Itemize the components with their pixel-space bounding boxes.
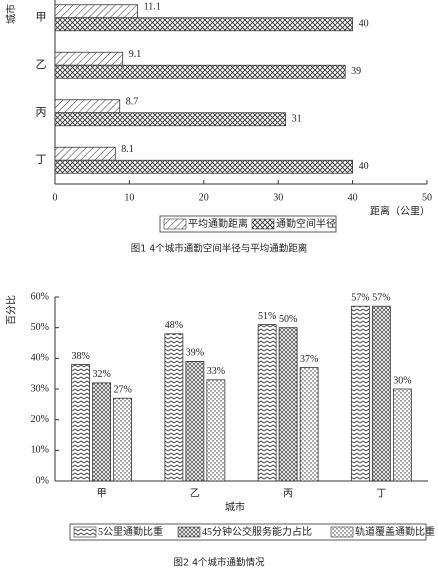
y-tick-label: 50% bbox=[31, 322, 49, 333]
legend-label: 通勤空间半径 bbox=[276, 217, 336, 230]
legend-swatch bbox=[163, 218, 187, 230]
bar bbox=[350, 305, 370, 482]
value-label: 8.7 bbox=[126, 97, 139, 108]
bar bbox=[257, 324, 277, 482]
x-tick-label: 丁 bbox=[376, 488, 386, 499]
value-label: 31 bbox=[292, 114, 302, 125]
x-tick-label: 20 bbox=[199, 192, 209, 203]
legend-swatch bbox=[251, 218, 275, 230]
bar bbox=[54, 64, 346, 79]
bar bbox=[371, 305, 391, 482]
x-tick-label: 甲 bbox=[97, 488, 107, 499]
x-tick-label: 50 bbox=[422, 192, 432, 203]
bar bbox=[54, 112, 287, 127]
x-tick-label: 10 bbox=[124, 192, 134, 203]
legend-swatch bbox=[330, 526, 354, 538]
x-tick-label: 丙 bbox=[283, 488, 293, 499]
x-tick-label: 30 bbox=[273, 192, 283, 203]
legend-label: 5公里通勤比重 bbox=[98, 525, 163, 538]
bar bbox=[299, 367, 319, 482]
value-label: 39% bbox=[186, 348, 204, 359]
y-axis-label: 城市 bbox=[4, 4, 17, 24]
value-label: 40 bbox=[359, 19, 369, 30]
bar bbox=[278, 327, 298, 482]
legend-label: 平均通勤距离 bbox=[188, 217, 248, 230]
bar bbox=[54, 99, 121, 114]
value-label: 11.1 bbox=[144, 2, 161, 13]
y-tick-label: 30% bbox=[31, 383, 49, 394]
legend-label: 轨道覆盖通勤比重 bbox=[355, 525, 435, 538]
bar bbox=[54, 4, 138, 19]
bar bbox=[54, 159, 354, 174]
value-label: 40 bbox=[359, 161, 369, 172]
caption: 图2 4个城市通勤情况 bbox=[173, 557, 265, 569]
value-label: 39 bbox=[351, 66, 361, 77]
y-tick-label: 40% bbox=[31, 353, 49, 364]
y-tick-label: 乙 bbox=[36, 58, 47, 71]
value-label: 48% bbox=[165, 320, 183, 331]
y-tick-label: 0% bbox=[36, 475, 49, 486]
value-label: 32% bbox=[92, 369, 110, 380]
bar bbox=[113, 397, 133, 482]
legend-label: 45分钟公交服务能力占比 bbox=[202, 525, 312, 538]
bar bbox=[164, 333, 184, 482]
y-tick-label: 丁 bbox=[36, 154, 47, 166]
caption: 图1 4个城市通勤空间半径与平均通勤距离 bbox=[131, 243, 308, 255]
value-label: 33% bbox=[207, 366, 225, 377]
value-label: 30% bbox=[393, 375, 411, 386]
x-tick-label: 乙 bbox=[190, 487, 200, 499]
y-tick-label: 丙 bbox=[36, 106, 47, 118]
bar bbox=[206, 379, 226, 482]
bar bbox=[92, 382, 112, 482]
x-tick-label: 40 bbox=[348, 192, 358, 203]
x-tick-label: 0 bbox=[53, 192, 58, 203]
x-axis-label: 距离（公里） bbox=[370, 204, 430, 217]
value-label: 37% bbox=[300, 354, 318, 365]
bar bbox=[54, 146, 116, 161]
value-label: 51% bbox=[258, 311, 276, 322]
x-axis-label: 城市 bbox=[225, 500, 245, 513]
bar bbox=[54, 51, 124, 66]
value-label: 8.1 bbox=[121, 144, 134, 155]
value-label: 57% bbox=[351, 292, 369, 303]
legend-swatch bbox=[73, 526, 97, 538]
bar bbox=[54, 17, 354, 32]
value-label: 9.1 bbox=[129, 49, 142, 60]
legend-box bbox=[159, 215, 337, 233]
legend-swatch bbox=[177, 526, 201, 538]
bar bbox=[185, 360, 205, 482]
value-label: 27% bbox=[113, 384, 131, 395]
value-label: 50% bbox=[279, 314, 297, 325]
value-label: 38% bbox=[71, 351, 89, 362]
y-tick-label: 甲 bbox=[36, 11, 47, 23]
bar bbox=[71, 364, 91, 482]
y-axis-label: 百分比 bbox=[5, 295, 17, 325]
y-tick-label: 60% bbox=[31, 291, 49, 302]
bar bbox=[392, 388, 412, 482]
value-label: 57% bbox=[372, 292, 390, 303]
y-tick-label: 20% bbox=[31, 414, 49, 425]
y-tick-label: 10% bbox=[31, 445, 49, 456]
